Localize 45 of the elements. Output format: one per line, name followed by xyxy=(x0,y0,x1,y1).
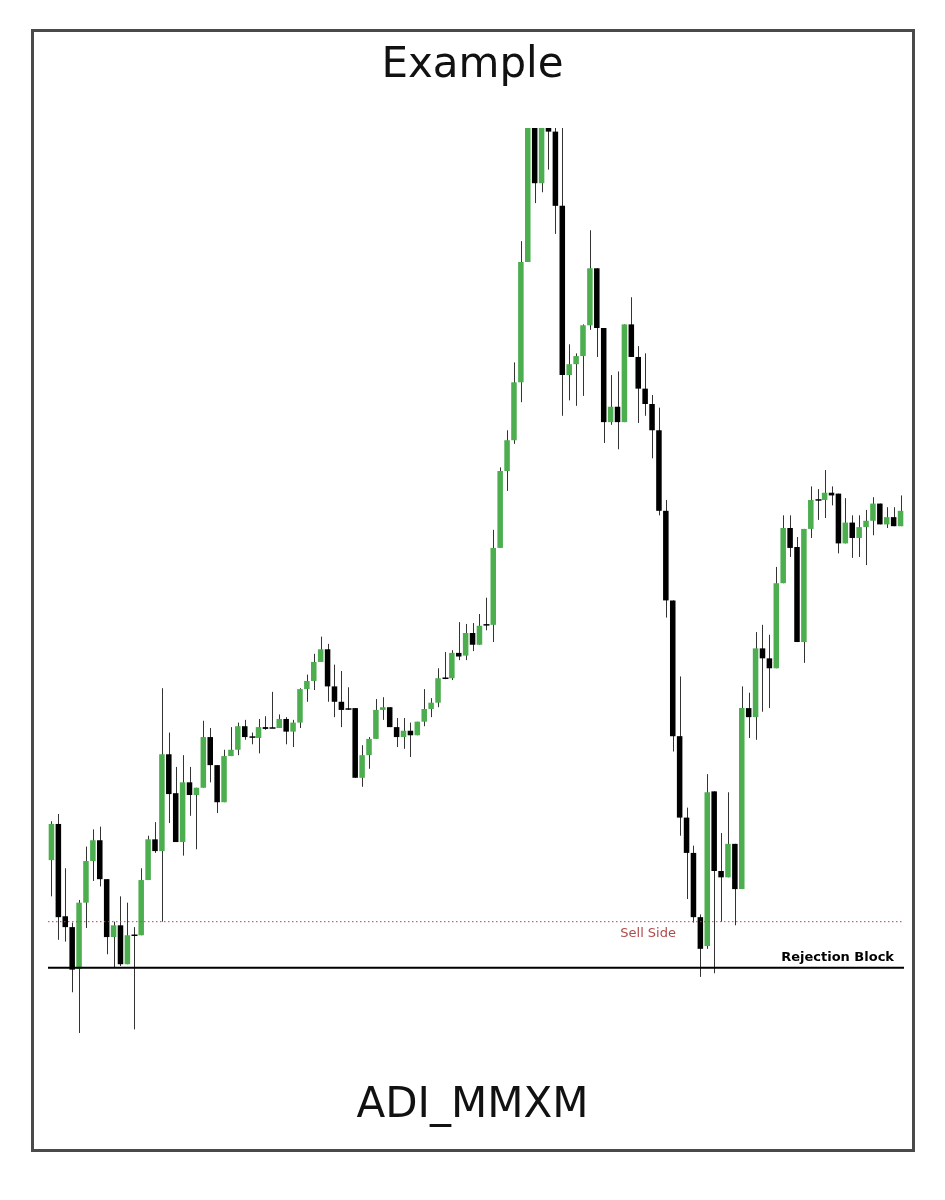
candlestick xyxy=(380,696,386,721)
candlestick xyxy=(186,766,193,817)
candlestick xyxy=(849,514,855,559)
candlestick xyxy=(228,726,234,757)
candlestick xyxy=(290,719,296,748)
candlestick xyxy=(304,674,310,703)
candlestick xyxy=(573,352,579,407)
candlestick xyxy=(90,828,96,882)
candlestick xyxy=(283,716,289,745)
candlestick xyxy=(469,622,476,652)
candlestick xyxy=(421,688,427,727)
candlestick xyxy=(545,127,552,171)
candlestick xyxy=(317,636,324,663)
candlestick xyxy=(745,692,752,739)
candlestick xyxy=(311,653,317,691)
candlestick xyxy=(766,634,773,709)
ref-line-label: Sell Side xyxy=(620,924,676,940)
candlestick xyxy=(241,719,248,741)
candlestick xyxy=(110,921,117,969)
candlestick xyxy=(870,496,876,536)
text: ADI_MMXM xyxy=(355,1078,590,1127)
candlestick xyxy=(462,623,469,661)
candlestick xyxy=(863,509,869,566)
candlestick xyxy=(255,718,262,754)
ref-line-label: Rejection Block xyxy=(781,948,895,964)
candlestick xyxy=(455,621,462,661)
candlestick xyxy=(152,821,158,854)
candlestick xyxy=(331,664,338,718)
candlestick xyxy=(718,832,724,923)
candlestick xyxy=(883,506,890,529)
candlestick xyxy=(476,613,483,646)
candlestick xyxy=(393,717,400,748)
chart-title: Example xyxy=(380,38,565,87)
candlestick xyxy=(856,514,862,558)
candlestick xyxy=(268,691,277,729)
candlestick xyxy=(642,352,648,417)
candlestick xyxy=(359,744,365,788)
candlestick xyxy=(482,597,491,631)
candlestick xyxy=(441,651,450,680)
candlestick xyxy=(759,624,766,713)
candlestick xyxy=(566,343,572,401)
candlestick xyxy=(814,488,823,521)
candlestick xyxy=(366,736,372,770)
candlestick xyxy=(235,722,241,756)
candlestick xyxy=(428,697,434,718)
